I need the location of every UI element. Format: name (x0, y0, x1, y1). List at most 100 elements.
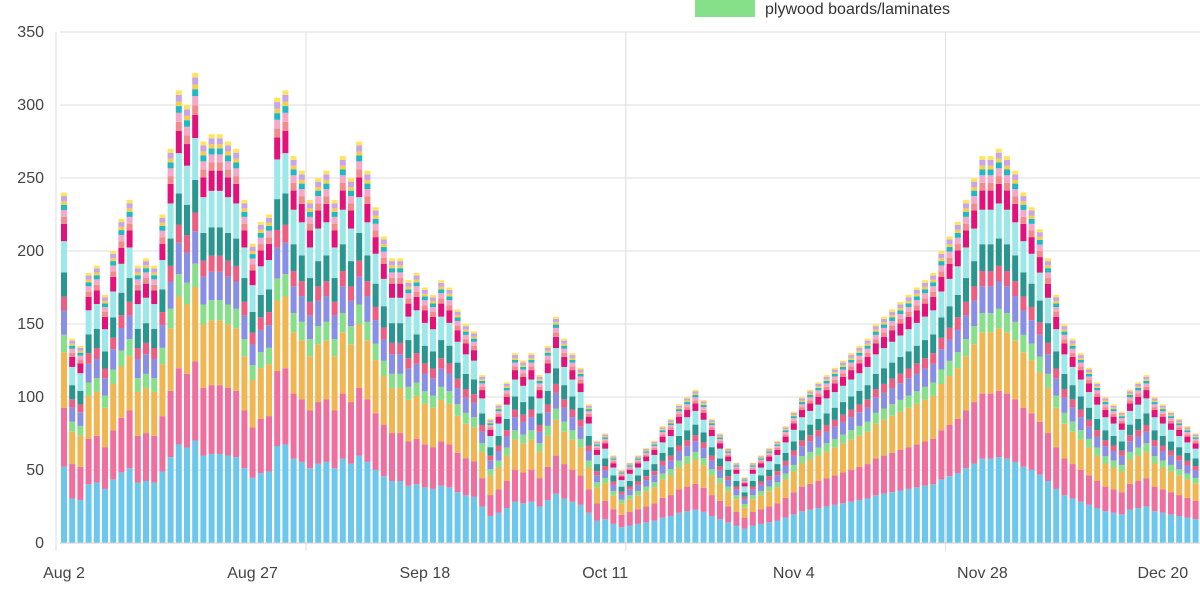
bar-segment (840, 434, 846, 444)
bar-stack (487, 418, 494, 543)
bar-segment (676, 416, 682, 424)
bar-segment (610, 495, 617, 510)
bar-segment (151, 268, 158, 273)
bar-segment (930, 353, 937, 364)
bar-segment (1192, 466, 1199, 471)
bar-segment (61, 241, 67, 273)
bar-segment (766, 491, 773, 507)
bar-segment (799, 463, 805, 487)
bar-segment (922, 298, 928, 304)
bar-segment (110, 251, 117, 254)
bar-segment (790, 411, 797, 413)
bar-segment (274, 278, 281, 301)
bar-stack (700, 399, 707, 543)
bar-segment (446, 487, 453, 543)
bar-segment (184, 447, 190, 543)
bar-segment (905, 329, 912, 352)
bar-segment (1159, 512, 1166, 543)
bar-segment (1086, 367, 1092, 370)
bar-stack (348, 178, 354, 543)
bar-segment (118, 263, 125, 293)
bar-segment (618, 486, 625, 492)
bar-segment (864, 399, 871, 408)
bar-segment (290, 156, 297, 160)
bar-segment (1176, 420, 1183, 422)
bar-segment (954, 224, 961, 230)
bar-segment (1028, 306, 1035, 321)
bar-segment (69, 356, 76, 367)
bar-segment (577, 504, 584, 543)
bar-segment (618, 471, 625, 473)
bar-segment (979, 156, 986, 160)
bar-segment (471, 350, 477, 361)
bar-stack (1168, 411, 1174, 543)
bar-segment (561, 343, 568, 346)
bar-segment (110, 317, 117, 338)
bar-segment (848, 501, 855, 543)
bar-segment (922, 289, 928, 294)
bar-segment (192, 263, 199, 287)
bar-segment (684, 463, 691, 487)
bar-segment (807, 424, 814, 436)
bar-segment (840, 414, 846, 422)
bar-segment (963, 216, 969, 224)
bar-segment (405, 485, 412, 543)
bar-segment (421, 391, 428, 404)
bar-segment (192, 286, 199, 362)
bar-segment (143, 373, 149, 388)
bar-segment (708, 469, 715, 476)
bar-segment (1045, 297, 1051, 324)
bar-segment (348, 190, 354, 197)
bar-segment (102, 297, 108, 301)
bar-segment (266, 289, 272, 313)
bar-segment (610, 475, 617, 482)
bar-segment (323, 183, 330, 190)
bar-segment (479, 380, 486, 384)
bar-segment (1053, 447, 1060, 489)
bar-segment (913, 287, 920, 291)
bar-segment (643, 454, 650, 457)
bar-segment (667, 515, 674, 543)
bar-segment (881, 368, 887, 384)
bar-segment (372, 413, 379, 470)
bar-segment (208, 148, 215, 155)
bar-segment (1094, 386, 1101, 388)
bar-segment (1053, 407, 1060, 448)
bar-stack (151, 265, 158, 543)
bar-segment (1192, 437, 1199, 439)
bar-stack (1094, 382, 1101, 543)
bar-segment (1151, 400, 1158, 403)
bar-segment (864, 348, 871, 353)
bar-segment (77, 345, 84, 348)
bar-segment (1077, 501, 1084, 543)
bar-segment (1036, 322, 1043, 335)
bar-segment (954, 250, 961, 267)
bar-segment (749, 462, 756, 464)
bar-segment (1020, 407, 1027, 467)
bar-segment (372, 230, 379, 238)
bar-segment (1168, 416, 1174, 419)
bar-segment (380, 376, 387, 425)
bar-segment (372, 215, 379, 219)
bar-segment (577, 419, 584, 427)
bar-segment (897, 314, 904, 319)
bar-segment (733, 486, 740, 490)
bar-segment (1004, 175, 1010, 183)
bar-segment (676, 423, 682, 436)
bar-segment (1127, 424, 1133, 436)
bar-segment (446, 305, 453, 311)
bar-segment (225, 324, 231, 388)
bar-segment (979, 175, 986, 183)
bar-segment (544, 435, 551, 467)
bar-segment (307, 339, 313, 357)
bar-stack (85, 272, 92, 543)
bar-stack (856, 345, 863, 543)
bar-segment (77, 352, 84, 356)
bar-segment (192, 231, 199, 264)
bar-segment (438, 282, 445, 287)
bar-segment (610, 461, 617, 464)
bar-segment (749, 463, 756, 465)
bar-segment (700, 511, 707, 543)
bar-segment (290, 332, 297, 394)
bar-segment (397, 354, 404, 374)
